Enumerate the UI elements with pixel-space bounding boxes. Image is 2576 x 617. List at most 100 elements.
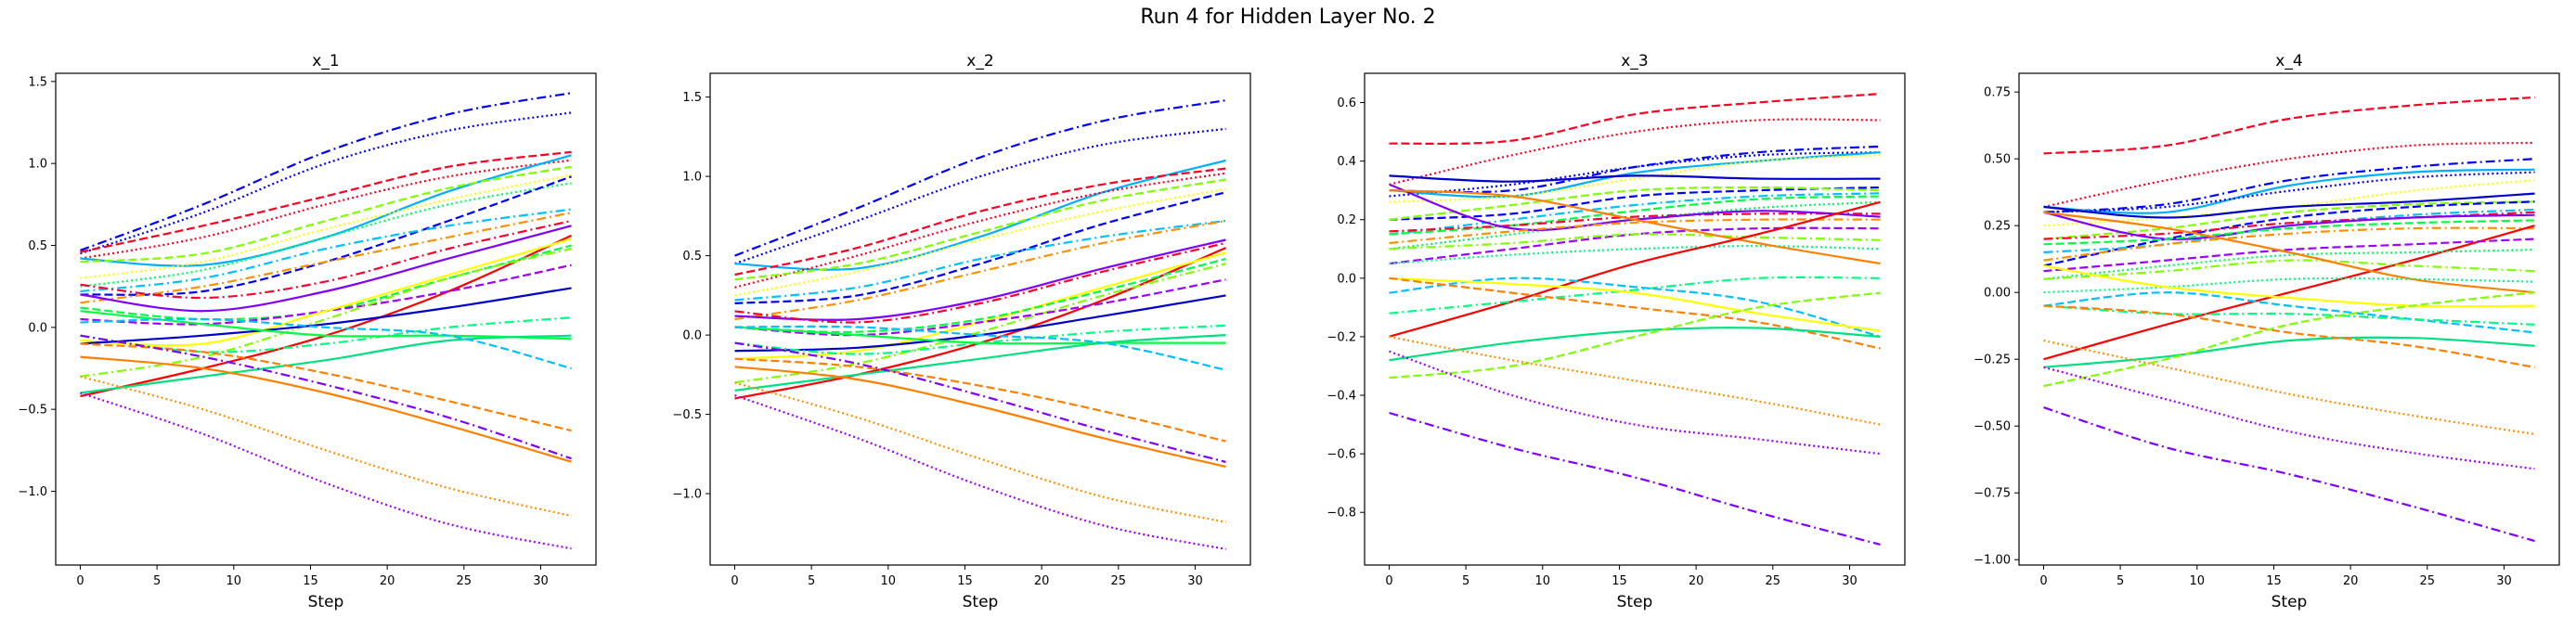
- y-tick-label: 1.5: [682, 91, 702, 105]
- x-tick-label: 5: [153, 574, 161, 588]
- series-line-2: [1389, 118, 1881, 186]
- x-tick-label: 10: [881, 574, 897, 588]
- series-line-26: [734, 381, 1226, 523]
- series-line-4: [734, 167, 1226, 276]
- axes-frame: [1364, 72, 1906, 566]
- y-tick-label: −0.25: [1974, 353, 2011, 367]
- x-tick-label: 5: [1462, 574, 1469, 588]
- series-line-20: [1389, 200, 1881, 338]
- x-tick-label: 20: [1034, 574, 1050, 588]
- series-line-27: [2043, 339, 2535, 435]
- series-line-5: [2043, 171, 2535, 213]
- series-line-7: [80, 174, 572, 279]
- y-tick-label: 0.25: [1984, 220, 2011, 234]
- series-line-25: [1389, 327, 1881, 362]
- subplot-x_1: 0 5 10 15 20 25 30 −1.0 −0.5 0.0 0.5 1.0 1.5 x_1 Step: [18, 52, 597, 611]
- y-tick-label: 0.5: [28, 239, 47, 253]
- series-line-13: [80, 219, 572, 300]
- series-line-4: [80, 159, 572, 260]
- x-tick-label: 25: [1111, 574, 1127, 588]
- x-tick-label: 25: [2420, 574, 2436, 588]
- y-tick-label: −0.6: [1327, 448, 1356, 462]
- series-line-17: [2043, 249, 2535, 280]
- series-line-24: [734, 366, 1226, 469]
- x-axis-label: Step: [963, 593, 999, 611]
- y-tick-label: 0.2: [1337, 213, 1356, 227]
- y-tick-label: 1.5: [28, 75, 47, 89]
- series-line-23: [2043, 304, 2535, 326]
- series-line-13: [2043, 219, 2535, 246]
- series-line-1: [1389, 93, 1881, 146]
- y-tick-label: 0.6: [1337, 96, 1356, 110]
- x-tick-label: 10: [1535, 574, 1551, 588]
- series-line-18: [80, 238, 572, 347]
- subplot-title: x_2: [966, 52, 993, 71]
- series-line-8: [734, 191, 1226, 304]
- series-line-25: [80, 355, 572, 463]
- y-tick-label: −0.4: [1327, 390, 1356, 404]
- series-line-15: [734, 257, 1226, 334]
- series-group: [1389, 93, 1881, 546]
- series-line-21: [80, 310, 572, 341]
- series-line-25: [734, 341, 1226, 463]
- series-line-24: [80, 342, 572, 432]
- series-line-9: [2043, 200, 2535, 267]
- series-line-17: [734, 278, 1226, 337]
- series-line-10: [734, 219, 1226, 321]
- series-line-15: [2043, 225, 2535, 361]
- series-line-7: [734, 187, 1226, 297]
- y-tick-label: −1.0: [672, 488, 702, 502]
- series-line-6: [734, 178, 1226, 281]
- series-line-28: [1389, 350, 1881, 456]
- x-tick-label: 0: [1385, 574, 1392, 588]
- y-tick-label: −0.5: [18, 404, 47, 418]
- series-line-15: [1389, 218, 1881, 245]
- y-tick-label: 0.50: [1984, 153, 2011, 167]
- series-line-26: [80, 334, 572, 460]
- series-line-21: [1389, 276, 1881, 315]
- series-line-23: [734, 357, 1226, 443]
- y-tick-label: −0.2: [1327, 330, 1356, 344]
- series-line-22: [1389, 276, 1881, 338]
- y-tick-label: 1.0: [28, 158, 47, 172]
- series-group: [80, 92, 572, 550]
- x-tick-label: 0: [731, 574, 738, 588]
- series-line-24: [1389, 276, 1881, 350]
- series-line-8: [1389, 186, 1881, 221]
- series-line-6: [2043, 179, 2535, 227]
- series-line-8: [80, 182, 572, 288]
- series-line-12: [734, 241, 1226, 324]
- series-line-18: [2043, 259, 2535, 280]
- x-tick-label: 25: [1766, 574, 1781, 588]
- subplot-x_4: 0 5 10 15 20 25 30 −1.00 −0.75 −0.50 −0.25 0.00 0.25…: [1974, 52, 2560, 611]
- figure-title: Run 4 for Hidden Layer No. 2: [1140, 6, 1436, 29]
- axes-frame: [709, 72, 1251, 566]
- y-tick-label: −1.00: [1974, 554, 2011, 568]
- series-line-29: [1389, 411, 1881, 546]
- series-line-25: [2043, 304, 2535, 368]
- y-tick-label: −0.8: [1327, 507, 1356, 521]
- x-tick-label: 20: [1689, 574, 1704, 588]
- series-line-20: [734, 326, 1226, 345]
- series-line-4: [2043, 168, 2535, 214]
- x-tick-label: 5: [2116, 574, 2124, 588]
- axes-frame: [2018, 72, 2560, 566]
- series-line-29: [2043, 406, 2535, 543]
- series-line-28: [80, 392, 572, 550]
- series-line-9: [1389, 186, 1881, 221]
- series-line-3: [2043, 158, 2535, 213]
- series-line-26: [1389, 291, 1881, 379]
- series-line-7: [1389, 174, 1881, 183]
- series-line-16: [2043, 238, 2535, 273]
- series-line-23: [1389, 276, 1881, 332]
- series-line-16: [734, 263, 1226, 384]
- series-line-1: [2043, 96, 2535, 155]
- x-tick-label: 30: [533, 574, 549, 588]
- x-tick-label: 30: [2496, 574, 2512, 588]
- y-tick-label: −0.5: [672, 408, 702, 422]
- series-line-6: [1389, 154, 1881, 203]
- series-line-22: [2043, 291, 2535, 334]
- y-tick-label: 1.0: [682, 171, 702, 185]
- x-tick-label: 15: [1612, 574, 1627, 588]
